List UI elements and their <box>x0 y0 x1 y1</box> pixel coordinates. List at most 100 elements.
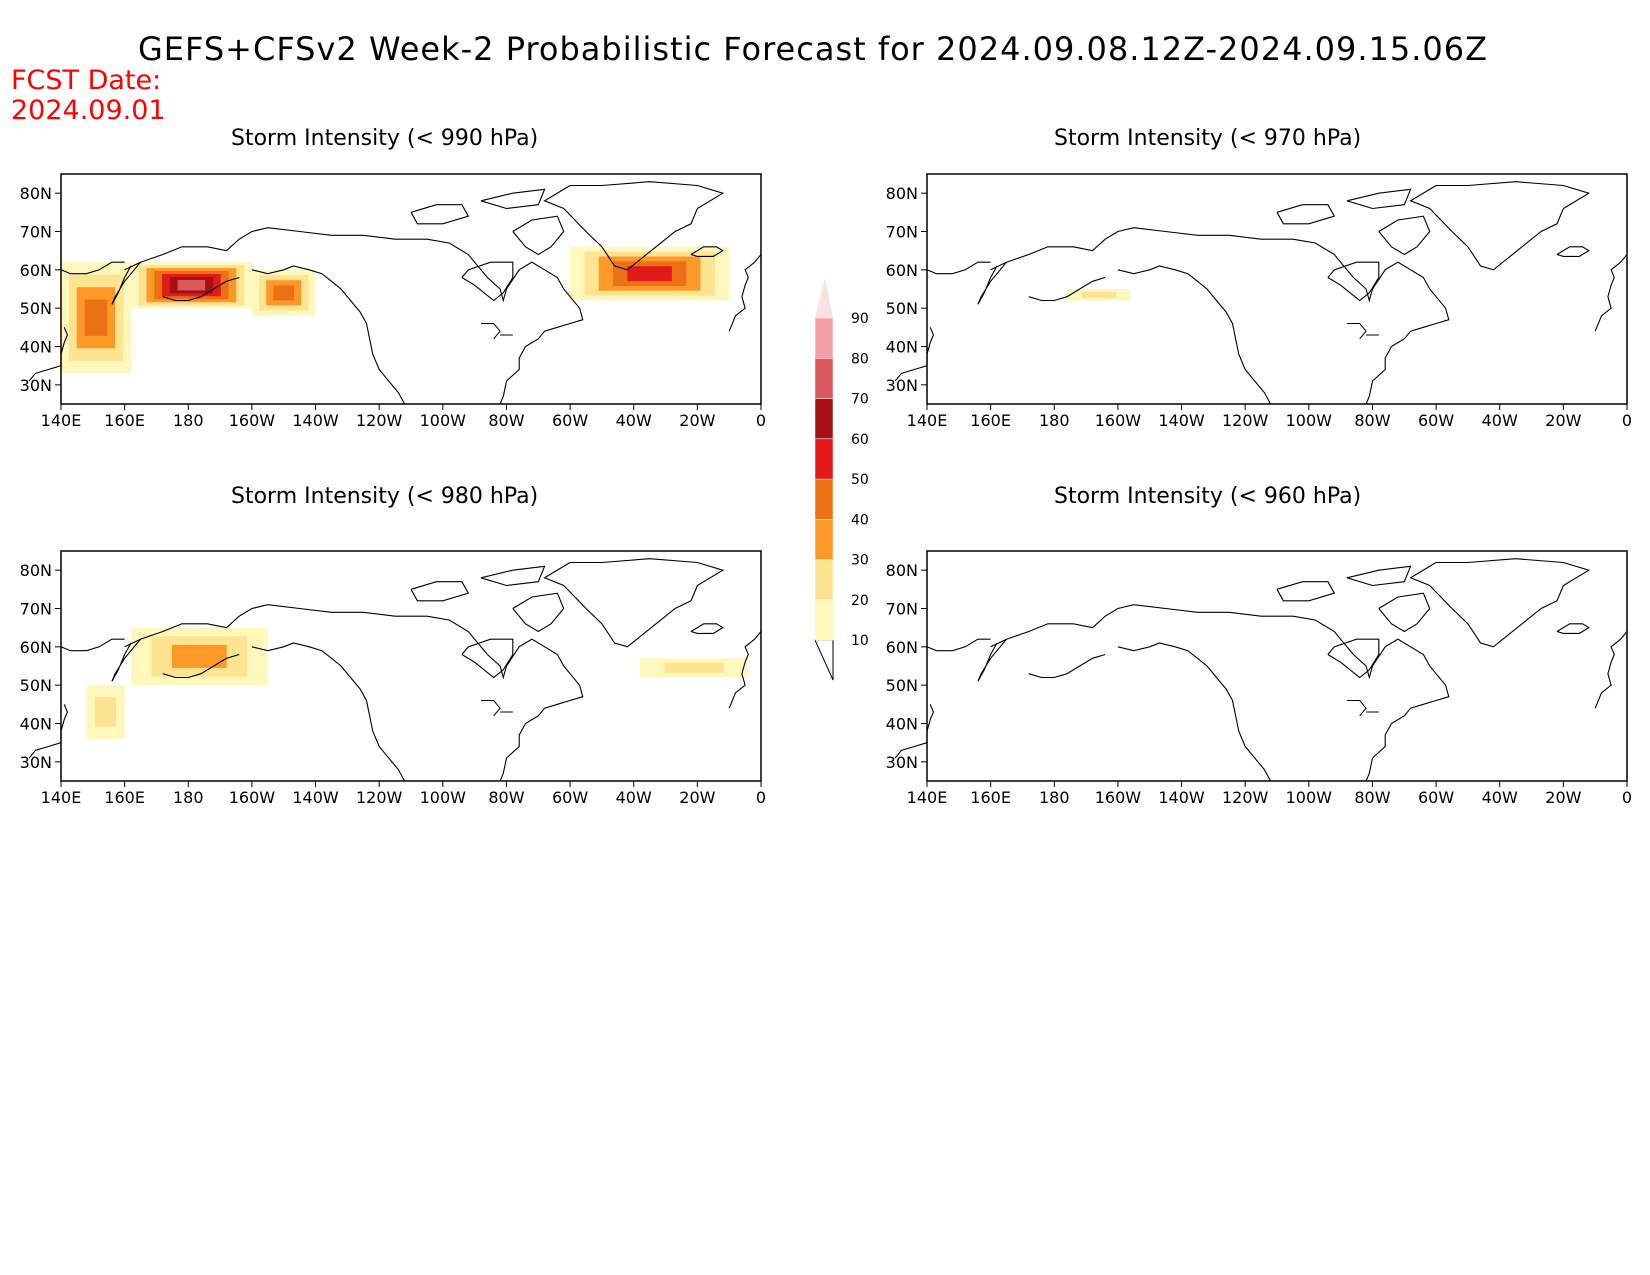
prob-region <box>131 627 268 686</box>
colorbar-segment <box>814 317 834 359</box>
lon-tick-label: 120W <box>356 788 403 807</box>
panel-title-980: Storm Intensity (< 980 hPa) <box>231 484 539 509</box>
lon-tick-label: 180 <box>173 788 204 807</box>
colorbar-segment <box>814 438 834 480</box>
colorbar-segment <box>814 398 834 440</box>
lon-tick-label: 180 <box>1039 788 1070 807</box>
prob-region <box>61 262 131 374</box>
coastline-aleut <box>1028 276 1106 302</box>
main-title: GEFS+CFSv2 Week-2 Probabilistic Forecast… <box>138 30 1489 68</box>
lat-tick-label: 50N <box>20 299 52 318</box>
prob-cell <box>1081 291 1117 298</box>
coastline-hudson <box>461 638 514 679</box>
colorbar-segment <box>814 519 834 560</box>
lon-tick-label: 0 <box>1622 788 1632 807</box>
lat-tick-label: 40N <box>886 338 918 357</box>
lon-tick-label: 80W <box>488 788 524 807</box>
coastline-kamch <box>977 261 1007 305</box>
lon-tick-label: 40W <box>1482 411 1518 430</box>
panel-background <box>927 174 1627 404</box>
coastline-alaska_na <box>124 604 584 782</box>
coastline-aleut <box>162 276 240 302</box>
lon-tick-label: 140E <box>41 411 82 430</box>
lat-tick-label: 70N <box>20 600 52 619</box>
coastline-baffin <box>1378 215 1431 256</box>
lon-tick-label: 140W <box>1158 788 1205 807</box>
lon-tick-label: 140W <box>292 411 339 430</box>
lon-tick-label: 100W <box>420 411 467 430</box>
lon-tick-label: 80W <box>1354 411 1390 430</box>
coastline-archipelago2 <box>1346 565 1412 587</box>
coastline-iceland <box>690 623 724 634</box>
coastline-alaska_na <box>124 227 584 405</box>
coastline-archipelago1 <box>410 204 470 225</box>
coastline-archipelago2 <box>480 188 546 210</box>
colorbar-label: 50 <box>851 472 869 488</box>
colorbar-segment <box>814 358 834 399</box>
lon-tick-label: 100W <box>420 788 467 807</box>
coastline-baffin <box>1378 592 1431 633</box>
prob-cell <box>273 285 295 301</box>
colorbar-upper-tip <box>815 278 833 318</box>
map-panel-p980: 80N 70N 60N 50N 40N 30N 140E 160E 180 160W 140W 120… <box>20 550 766 807</box>
prob-region <box>1067 289 1131 301</box>
lon-tick-label: 100W <box>1286 411 1333 430</box>
lon-tick-label: 80W <box>1354 788 1390 807</box>
lon-tick-label: 0 <box>756 411 766 430</box>
panel-frame <box>60 173 762 405</box>
lon-tick-label: 40W <box>616 411 652 430</box>
coastline-iceland <box>1556 623 1590 634</box>
coastline-europe <box>1594 631 1628 709</box>
lon-tick-label: 20W <box>1545 788 1581 807</box>
colorbar-label: 70 <box>851 392 869 408</box>
prob-region <box>640 658 749 678</box>
colorbar-segment <box>814 478 834 520</box>
lon-tick-label: 0 <box>756 788 766 807</box>
lon-tick-label: 60W <box>1418 411 1454 430</box>
lat-tick-label: 60N <box>20 638 52 657</box>
lon-tick-label: 140W <box>1158 411 1205 430</box>
lat-tick-label: 40N <box>20 338 52 357</box>
lat-tick-label: 40N <box>20 715 52 734</box>
lon-tick-label: 180 <box>173 411 204 430</box>
lon-tick-label: 140E <box>41 788 82 807</box>
lat-tick-label: 80N <box>886 184 918 203</box>
lon-tick-label: 160E <box>970 411 1011 430</box>
lon-tick-label: 100W <box>1286 788 1333 807</box>
coastline-alaska_na <box>990 604 1450 782</box>
prob-region <box>570 246 730 301</box>
coastline-archipelago1 <box>1276 204 1336 225</box>
coastline-greenland <box>1409 181 1591 271</box>
coastline-alaska_na <box>990 227 1450 405</box>
lon-tick-label: 160W <box>1095 788 1142 807</box>
coastline-kamch <box>111 261 141 305</box>
prob-cell <box>627 266 672 282</box>
coastline-hudson <box>1327 261 1380 302</box>
lat-tick-label: 60N <box>20 261 52 280</box>
lon-tick-label: 140W <box>292 788 339 807</box>
lat-tick-label: 80N <box>20 184 52 203</box>
lon-tick-label: 180 <box>1039 411 1070 430</box>
coastline-kamch <box>111 638 141 682</box>
colorbar-segment <box>814 599 834 641</box>
lon-tick-label: 120W <box>1222 788 1269 807</box>
lon-tick-label: 160E <box>104 788 145 807</box>
lon-tick-label: 60W <box>1418 788 1454 807</box>
lat-tick-label: 30N <box>886 376 918 395</box>
lat-tick-label: 50N <box>886 676 918 695</box>
forecast-date-value: 2024.09.01 <box>11 95 166 126</box>
lat-tick-label: 60N <box>886 261 918 280</box>
colorbar-label: 80 <box>851 351 869 367</box>
coastline-iceland <box>690 246 724 257</box>
colorbar-label: 60 <box>851 432 869 448</box>
lat-tick-label: 80N <box>20 561 52 580</box>
colorbar-lower-tip <box>814 639 834 681</box>
lon-tick-label: 160W <box>229 788 276 807</box>
prob-region <box>251 269 316 316</box>
coastline-asia <box>60 638 125 652</box>
colorbar-label: 90 <box>851 311 869 327</box>
coastline-archipelago1 <box>410 581 470 602</box>
coastline-asia <box>926 638 991 652</box>
prob-cell <box>177 279 206 291</box>
prob-region <box>86 685 125 739</box>
